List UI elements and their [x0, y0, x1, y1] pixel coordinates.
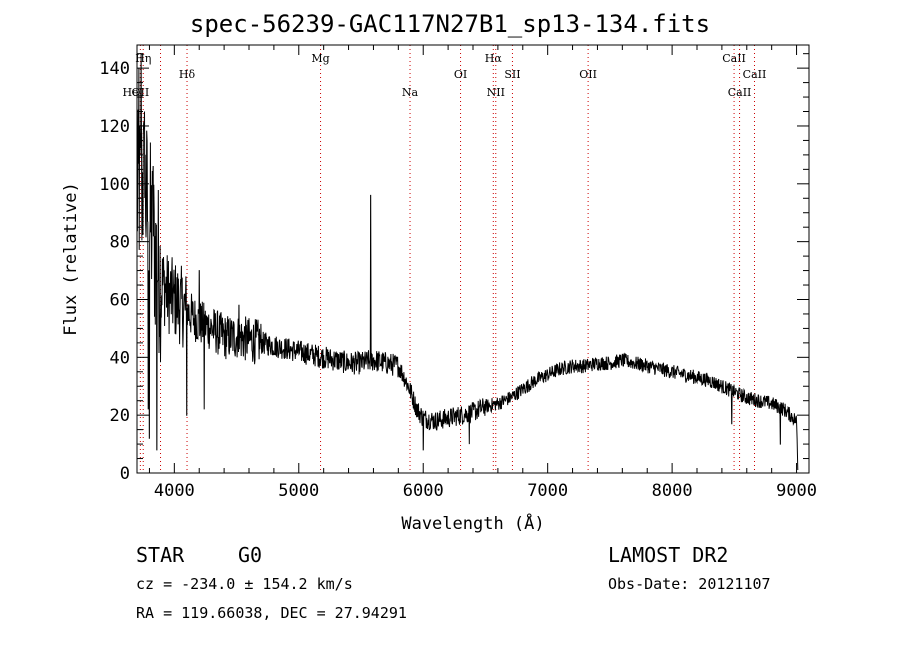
- coordinates: RA = 119.66038, DEC = 27.94291: [136, 604, 407, 622]
- redshift-cz: cz = -234.0 ± 154.2 km/s: [136, 575, 353, 593]
- x-tick-label: 9000: [776, 481, 817, 501]
- y-tick-label: 140: [99, 59, 130, 79]
- x-axis-label: Wavelength (Å): [401, 512, 544, 534]
- x-tick-label: 6000: [403, 481, 444, 501]
- chart-title: spec-56239-GAC117N27B1_sp13-134.fits: [189, 10, 711, 38]
- object-subclass: G0: [238, 543, 263, 567]
- spectrum-line: [136, 53, 799, 471]
- x-tick-label: 4000: [154, 481, 195, 501]
- y-tick-label: 20: [110, 406, 130, 426]
- line-marker-label: OI: [454, 68, 467, 81]
- plot-frame: [136, 44, 810, 474]
- line-marker-label: HeI: [123, 86, 143, 99]
- line-marker-label: SII: [504, 68, 520, 81]
- line-marker-label: Mg: [311, 52, 329, 65]
- line-marker-label: CaII: [743, 68, 767, 81]
- x-tick-label: 5000: [278, 481, 319, 501]
- y-axis-label: Flux (relative): [61, 182, 81, 336]
- axis-ticks: 4000 5000 6000 7000 8000 9000 0 20 40 60 80 100 120 1…: [99, 45, 817, 501]
- y-tick-label: 0: [120, 464, 130, 484]
- line-marker-label: CaII: [722, 52, 746, 65]
- axis-labels: Wavelength (Å) Flux (relative): [61, 182, 545, 534]
- line-marker-label: Hδ: [179, 68, 196, 81]
- line-marker-label: OII: [579, 68, 597, 81]
- survey-name: LAMOST DR2: [608, 543, 729, 567]
- line-marker-label: OII: [132, 86, 150, 99]
- line-markers: OII Hη HeI Hδ Mg Na OI Hα NII SII OII CaII CaII CaII: [123, 45, 767, 473]
- line-marker-label: Hα: [485, 52, 503, 65]
- line-marker-label: Hη: [135, 52, 151, 65]
- line-marker-label: CaII: [728, 86, 752, 99]
- y-tick-label: 80: [110, 233, 130, 253]
- x-tick-label: 8000: [652, 481, 693, 501]
- obs-date: Obs-Date: 20121107: [608, 575, 771, 593]
- x-tick-label: 7000: [527, 481, 568, 501]
- y-tick-label: 40: [110, 348, 130, 368]
- line-marker-label: Na: [402, 86, 419, 99]
- line-marker-label: NII: [487, 86, 505, 99]
- y-tick-label: 120: [99, 117, 130, 137]
- y-tick-label: 100: [99, 175, 130, 195]
- y-tick-label: 60: [110, 290, 130, 310]
- object-type: STAR: [136, 543, 185, 567]
